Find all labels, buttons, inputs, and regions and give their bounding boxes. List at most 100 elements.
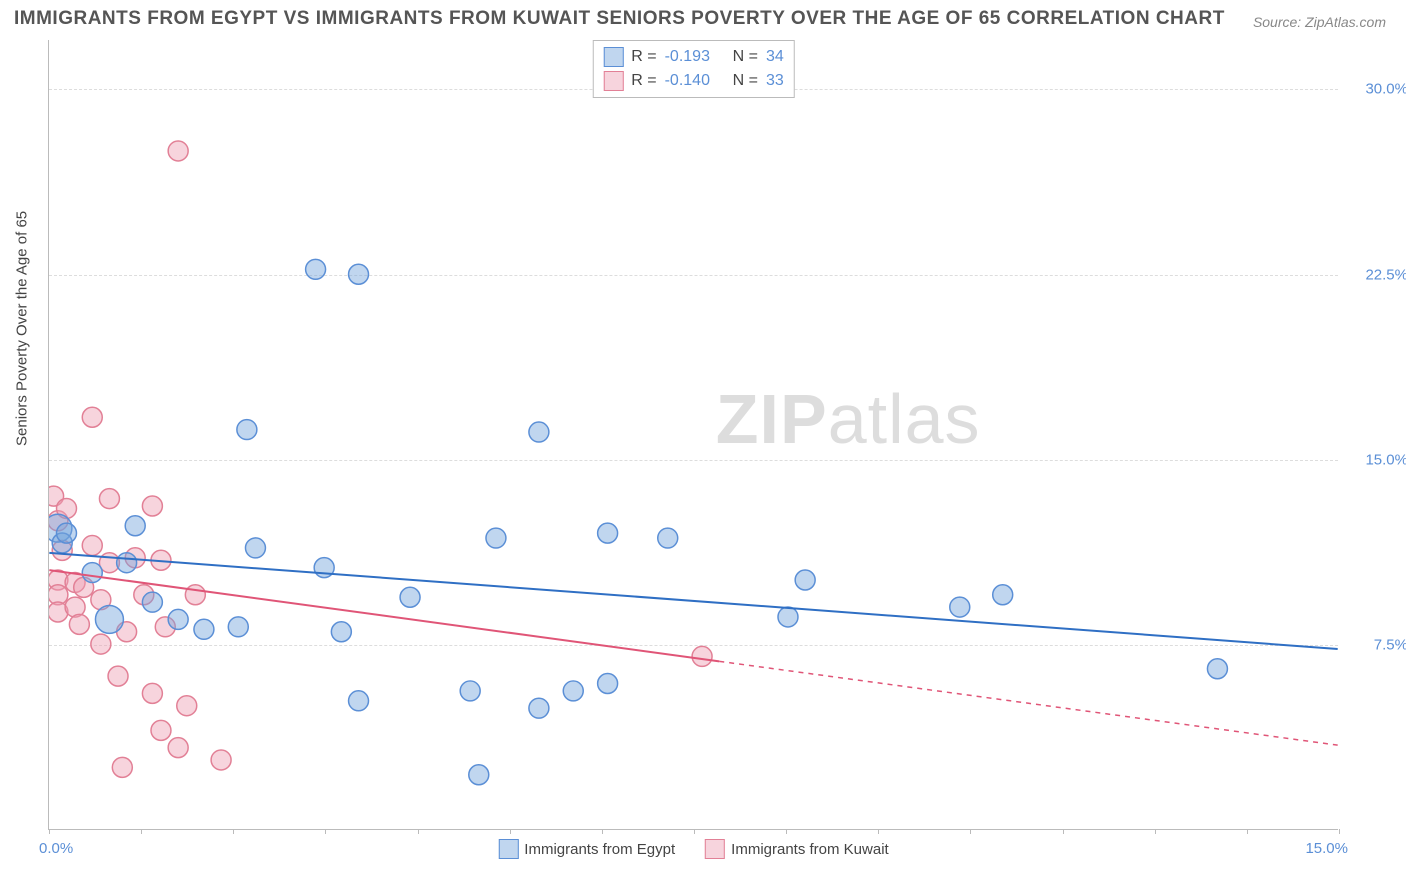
- legend-swatch: [603, 47, 623, 67]
- data-point: [65, 572, 85, 592]
- gridline: [49, 275, 1338, 276]
- data-point: [529, 422, 549, 442]
- data-point: [795, 570, 815, 590]
- data-point: [306, 259, 326, 279]
- legend-swatch: [603, 71, 623, 91]
- legend-swatch: [705, 839, 725, 859]
- data-point: [598, 674, 618, 694]
- data-point: [1207, 659, 1227, 679]
- watermark-bold: ZIP: [716, 380, 828, 458]
- legend-n-value: 33: [766, 72, 784, 90]
- source-attribution: Source: ZipAtlas.com: [1253, 14, 1386, 30]
- data-point: [57, 498, 77, 518]
- data-point: [49, 511, 68, 531]
- legend-r-label: R =: [631, 48, 656, 66]
- data-point: [117, 622, 137, 642]
- trend-line-extrapolated: [719, 661, 1337, 745]
- data-point: [598, 523, 618, 543]
- data-point: [185, 585, 205, 605]
- x-tick-mark: [970, 829, 971, 834]
- data-point: [108, 666, 128, 686]
- y-tick-label: 7.5%: [1348, 636, 1406, 653]
- watermark-light: atlas: [828, 380, 981, 458]
- data-point: [99, 553, 119, 573]
- x-tick-mark: [694, 829, 695, 834]
- data-point: [134, 585, 154, 605]
- x-tick-mark: [786, 829, 787, 834]
- data-point: [228, 617, 248, 637]
- data-point: [49, 570, 68, 590]
- chart-title: IMMIGRANTS FROM EGYPT VS IMMIGRANTS FROM…: [14, 8, 1225, 30]
- data-point: [142, 592, 162, 612]
- data-point: [177, 696, 197, 716]
- legend-series-label: Immigrants from Kuwait: [731, 841, 889, 858]
- x-tick-mark: [49, 829, 50, 834]
- data-point: [57, 523, 77, 543]
- data-point: [349, 691, 369, 711]
- data-point: [49, 585, 68, 605]
- gridline: [49, 645, 1338, 646]
- data-point: [49, 486, 64, 506]
- x-tick-mark: [141, 829, 142, 834]
- data-point: [151, 550, 171, 570]
- x-tick-mark: [878, 829, 879, 834]
- legend-stat-row: R =-0.193N =34: [603, 45, 783, 69]
- data-point: [155, 617, 175, 637]
- y-tick-label: 30.0%: [1348, 81, 1406, 98]
- legend-swatch: [498, 839, 518, 859]
- data-point: [142, 496, 162, 516]
- legend-series-item: Immigrants from Egypt: [498, 839, 675, 859]
- legend-stats-box: R =-0.193N =34R =-0.140N =33: [592, 40, 794, 98]
- x-tick-mark: [510, 829, 511, 834]
- data-point: [692, 646, 712, 666]
- data-point: [168, 609, 188, 629]
- data-point: [460, 681, 480, 701]
- data-point: [99, 489, 119, 509]
- y-axis-label: Seniors Poverty Over the Age of 65: [14, 211, 31, 446]
- legend-series-item: Immigrants from Kuwait: [705, 839, 889, 859]
- x-tick-mark: [1155, 829, 1156, 834]
- plot-svg: [49, 40, 1338, 829]
- data-point: [168, 738, 188, 758]
- x-tick-mark: [233, 829, 234, 834]
- data-point: [778, 607, 798, 627]
- data-point: [117, 553, 137, 573]
- data-point: [950, 597, 970, 617]
- data-point: [400, 587, 420, 607]
- trend-line: [49, 570, 719, 661]
- legend-r-value: -0.140: [665, 72, 725, 90]
- data-point: [82, 535, 102, 555]
- data-point: [125, 548, 145, 568]
- legend-n-label: N =: [733, 72, 758, 90]
- data-point: [529, 698, 549, 718]
- chart-container: IMMIGRANTS FROM EGYPT VS IMMIGRANTS FROM…: [0, 0, 1406, 892]
- legend-r-value: -0.193: [665, 48, 725, 66]
- x-tick-min: 0.0%: [39, 840, 73, 857]
- x-tick-mark: [1247, 829, 1248, 834]
- legend-n-value: 34: [766, 48, 784, 66]
- data-point: [91, 590, 111, 610]
- data-point: [49, 602, 68, 622]
- data-point: [49, 514, 72, 542]
- data-point: [237, 420, 257, 440]
- data-point: [993, 585, 1013, 605]
- data-point: [125, 516, 145, 536]
- data-point: [95, 605, 123, 633]
- data-point: [486, 528, 506, 548]
- data-point: [469, 765, 489, 785]
- data-point: [52, 540, 72, 560]
- x-tick-mark: [1339, 829, 1340, 834]
- data-point: [52, 533, 72, 553]
- data-point: [211, 750, 231, 770]
- data-point: [82, 563, 102, 583]
- watermark-text: ZIPatlas: [716, 379, 981, 459]
- x-tick-max: 15.0%: [1305, 840, 1348, 857]
- legend-series-label: Immigrants from Egypt: [524, 841, 675, 858]
- data-point: [314, 558, 334, 578]
- y-tick-label: 15.0%: [1348, 451, 1406, 468]
- data-point: [74, 577, 94, 597]
- x-tick-mark: [418, 829, 419, 834]
- data-point: [142, 683, 162, 703]
- data-point: [65, 597, 85, 617]
- legend-series: Immigrants from Egypt Immigrants from Kuw…: [498, 839, 888, 859]
